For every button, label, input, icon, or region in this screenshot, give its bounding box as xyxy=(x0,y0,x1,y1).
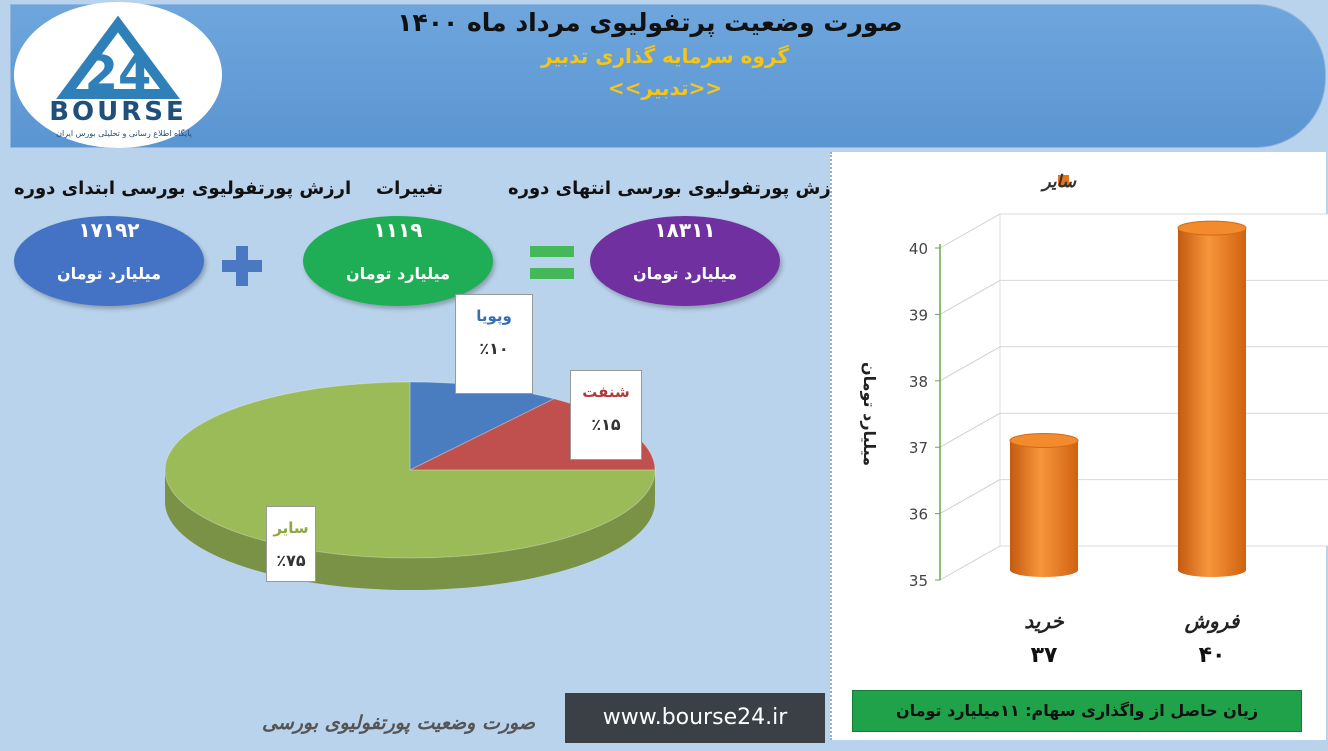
y-axis-label: میلیارد تومان xyxy=(860,362,879,466)
pie-label-name: سایر xyxy=(273,519,309,537)
plus-icon xyxy=(222,246,262,286)
pie-label-name: وپویا xyxy=(476,307,512,325)
pie-label-pct: ٪۱۵ xyxy=(591,415,621,434)
page-title: صورت وضعیت پرتفولیوی مرداد ماه ۱۴۰۰ xyxy=(397,8,903,37)
gridline-diagonal xyxy=(939,545,1001,581)
bar-top xyxy=(1009,433,1079,449)
kpi-change-value: ۱۱۱۹ xyxy=(373,218,423,242)
pie-label-name: شنفت xyxy=(582,383,630,401)
footer-caption: صورت وضعیت پورتفولیوی بورسی xyxy=(262,712,535,734)
footer-url-link[interactable]: www.bourse24.ir xyxy=(565,693,825,743)
kpi-end-oval: ۱۸۳۱۱ میلیارد تومان xyxy=(590,216,780,306)
y-tick-label: 37 xyxy=(909,439,928,457)
bar-body xyxy=(1178,228,1246,577)
kpi-change-unit: میلیارد تومان xyxy=(345,264,451,283)
gridline-diagonal xyxy=(939,346,1001,382)
kpi-change-oval: ۱۱۱۹ میلیارد تومان xyxy=(303,216,493,306)
y-tick-label: 39 xyxy=(909,306,928,324)
kpi-start-unit: میلیارد تومان xyxy=(56,264,162,283)
bar-top xyxy=(1177,220,1247,236)
bar-body xyxy=(1010,440,1078,577)
legend-label: سایر xyxy=(1039,172,1076,192)
trade-bar-chart-panel: 35 36 37 38 39 40 خرید ۳۷ فروش ۴۰ سایر میلیارد ت… xyxy=(830,152,1328,740)
kpi-start-oval: ۱۷۱۹۲ میلیارد تومان xyxy=(14,216,204,306)
logo[interactable]: 24 BOURSE پایگاه اطلاع رسانی و تحلیلی بو… xyxy=(14,2,222,148)
kpi-end-label: ارزش پورتفولیوی بورسی انتهای دوره xyxy=(508,178,848,199)
kpi-start-value: ۱۷۱۹۲ xyxy=(78,218,140,242)
trade-bar-chart: 35 36 37 38 39 40 خرید ۳۷ فروش ۴۰ سایر میلیارد ت… xyxy=(860,172,1328,668)
logo-brand: BOURSE xyxy=(49,97,187,127)
equals-icon xyxy=(530,246,574,280)
y-tick-label: 35 xyxy=(909,572,928,590)
loss-note: زیان حاصل از واگذاری سهام: ۱۱میلیارد توم… xyxy=(852,690,1302,732)
kpi-change-label: تغییرات xyxy=(376,178,444,199)
page-subtitle-symbol: <<تدبیر>> xyxy=(607,76,723,100)
pie-callout-other: سایر ٪۷۵ xyxy=(266,506,316,582)
y-tick-label: 40 xyxy=(909,240,928,258)
pie-label-pct: ٪۱۰ xyxy=(479,339,509,358)
header-banner xyxy=(10,4,1326,148)
bar-1 xyxy=(1009,433,1079,577)
kpi-end-value: ۱۸۳۱۱ xyxy=(654,218,716,242)
pie-callout-vpooya: وپویا ٪۱۰ xyxy=(455,294,533,394)
gridline-diagonal xyxy=(939,213,1001,249)
bar-value-label: ۳۷ xyxy=(1031,643,1058,668)
gridline-diagonal xyxy=(939,479,1001,515)
kpi-start-label: ارزش پورتفولیوی بورسی ابتدای دوره xyxy=(14,178,352,199)
pie-label-pct: ٪۷۵ xyxy=(276,551,306,570)
legend-swatch xyxy=(1058,175,1069,186)
kpi-end-unit: میلیارد تومان xyxy=(632,264,738,283)
x-category-label: فروش xyxy=(1184,609,1241,634)
gridline-diagonal xyxy=(939,279,1001,315)
svg-text:24: 24 xyxy=(85,46,152,102)
page-subtitle: گروه سرمایه گذاری تدبیر xyxy=(541,44,789,68)
pie-callout-shenaft: شنفت ٪۱۵ xyxy=(570,370,642,460)
gridline-diagonal xyxy=(939,412,1001,448)
y-tick-label: 36 xyxy=(909,506,928,524)
logo-tagline: پایگاه اطلاع رسانی و تحلیلی بورس ایران xyxy=(56,128,192,138)
bourse24-logo-icon: 24 BOURSE پایگاه اطلاع رسانی و تحلیلی بو… xyxy=(49,15,192,138)
bar-2 xyxy=(1177,220,1247,577)
y-tick-label: 38 xyxy=(909,373,928,391)
x-category-label: خرید xyxy=(1024,609,1064,634)
bar-value-label: ۴۰ xyxy=(1199,643,1226,668)
